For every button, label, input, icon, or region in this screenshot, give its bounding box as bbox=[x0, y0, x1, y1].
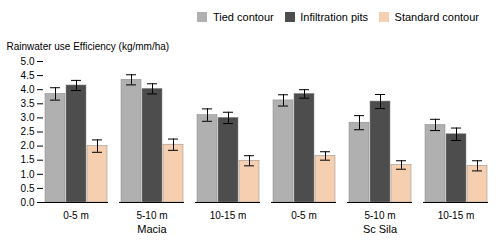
svg-text:5-10 m: 5-10 m bbox=[364, 209, 395, 220]
svg-text:0-5 m: 0-5 m bbox=[63, 209, 89, 220]
html-text:Tied contour: Tied contour bbox=[213, 10, 274, 23]
svg-text:0.0: 0.0 bbox=[21, 196, 35, 207]
svg-text:2.5: 2.5 bbox=[21, 126, 35, 137]
svg-text:0.5: 0.5 bbox=[21, 182, 35, 193]
svg-text:1.5: 1.5 bbox=[21, 154, 35, 165]
svg-text:2.0: 2.0 bbox=[21, 140, 35, 151]
svg-text:10-15 m: 10-15 m bbox=[438, 209, 475, 220]
html-text:Infiltration pits: Infiltration pits bbox=[300, 10, 369, 23]
svg-text:Rainwater use Efficiency (kg/m: Rainwater use Efficiency (kg/mm/ha) bbox=[7, 40, 170, 51]
svg-text:4.5: 4.5 bbox=[21, 69, 35, 80]
svg-text:3.5: 3.5 bbox=[21, 98, 35, 109]
svg-text:Sc Sila: Sc Sila bbox=[363, 222, 398, 234]
svg-text:10-15 m: 10-15 m bbox=[210, 209, 247, 220]
svg-text:Macia: Macia bbox=[137, 222, 167, 234]
svg-text:1.0: 1.0 bbox=[21, 168, 35, 179]
svg-text:5.0: 5.0 bbox=[21, 55, 35, 66]
svg-text:3.0: 3.0 bbox=[21, 112, 35, 123]
svg-text:5-10 m: 5-10 m bbox=[136, 209, 167, 220]
svg-text:0-5 m: 0-5 m bbox=[291, 209, 317, 220]
svg-text:4.0: 4.0 bbox=[21, 83, 35, 94]
html-text:Standard contour: Standard contour bbox=[394, 10, 479, 23]
